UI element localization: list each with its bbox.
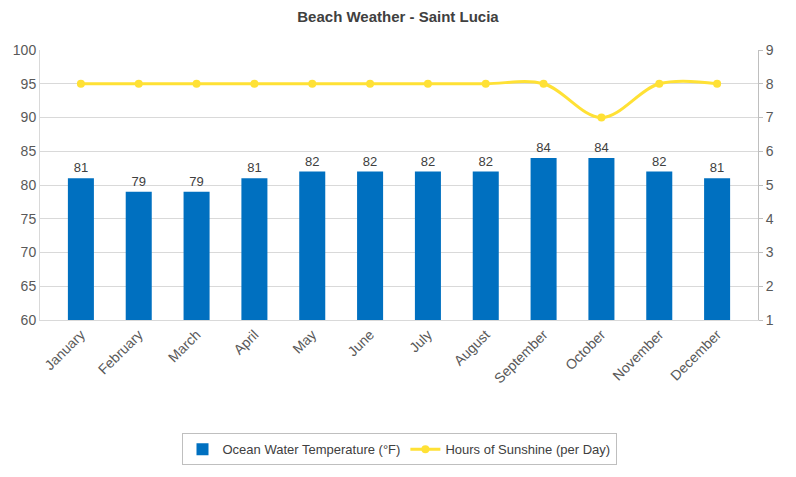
svg-text:Ocean Water Temperature (°F): Ocean Water Temperature (°F)	[223, 442, 401, 457]
svg-text:5: 5	[766, 177, 774, 193]
svg-text:60: 60	[21, 312, 37, 328]
svg-text:2: 2	[766, 278, 774, 294]
svg-text:March: March	[165, 327, 204, 366]
svg-text:4: 4	[766, 211, 774, 227]
svg-text:7: 7	[766, 109, 774, 125]
svg-text:82: 82	[363, 154, 377, 169]
svg-text:October: October	[562, 326, 609, 373]
svg-text:65: 65	[21, 278, 37, 294]
svg-text:85: 85	[21, 143, 37, 159]
svg-text:Beach Weather - Saint Lucia: Beach Weather - Saint Lucia	[297, 8, 499, 25]
svg-text:79: 79	[132, 174, 146, 189]
svg-text:70: 70	[21, 244, 37, 260]
svg-text:75: 75	[21, 211, 37, 227]
svg-text:1: 1	[766, 312, 774, 328]
svg-text:90: 90	[21, 109, 37, 125]
svg-text:84: 84	[536, 140, 550, 155]
svg-text:81: 81	[74, 160, 88, 175]
svg-text:79: 79	[189, 174, 203, 189]
svg-text:July: July	[406, 327, 435, 356]
svg-text:May: May	[289, 327, 319, 357]
svg-text:June: June	[344, 326, 377, 359]
svg-text:95: 95	[21, 76, 37, 92]
svg-text:January: January	[41, 327, 88, 374]
svg-text:November: November	[609, 326, 666, 383]
svg-text:April: April	[230, 327, 261, 358]
svg-text:8: 8	[766, 76, 774, 92]
svg-text:9: 9	[766, 42, 774, 58]
svg-text:December: December	[667, 326, 724, 383]
svg-text:82: 82	[421, 154, 435, 169]
svg-text:100: 100	[13, 42, 37, 58]
svg-text:6: 6	[766, 143, 774, 159]
svg-text:81: 81	[247, 160, 261, 175]
svg-text:February: February	[95, 327, 146, 378]
svg-text:82: 82	[305, 154, 319, 169]
svg-text:82: 82	[652, 154, 666, 169]
svg-text:Hours of Sunshine (per Day): Hours of Sunshine (per Day)	[445, 442, 610, 457]
svg-text:82: 82	[479, 154, 493, 169]
svg-text:80: 80	[21, 177, 37, 193]
svg-text:81: 81	[710, 160, 724, 175]
svg-text:September: September	[491, 326, 551, 386]
svg-text:3: 3	[766, 244, 774, 260]
svg-text:August: August	[451, 326, 493, 368]
svg-text:84: 84	[594, 140, 608, 155]
